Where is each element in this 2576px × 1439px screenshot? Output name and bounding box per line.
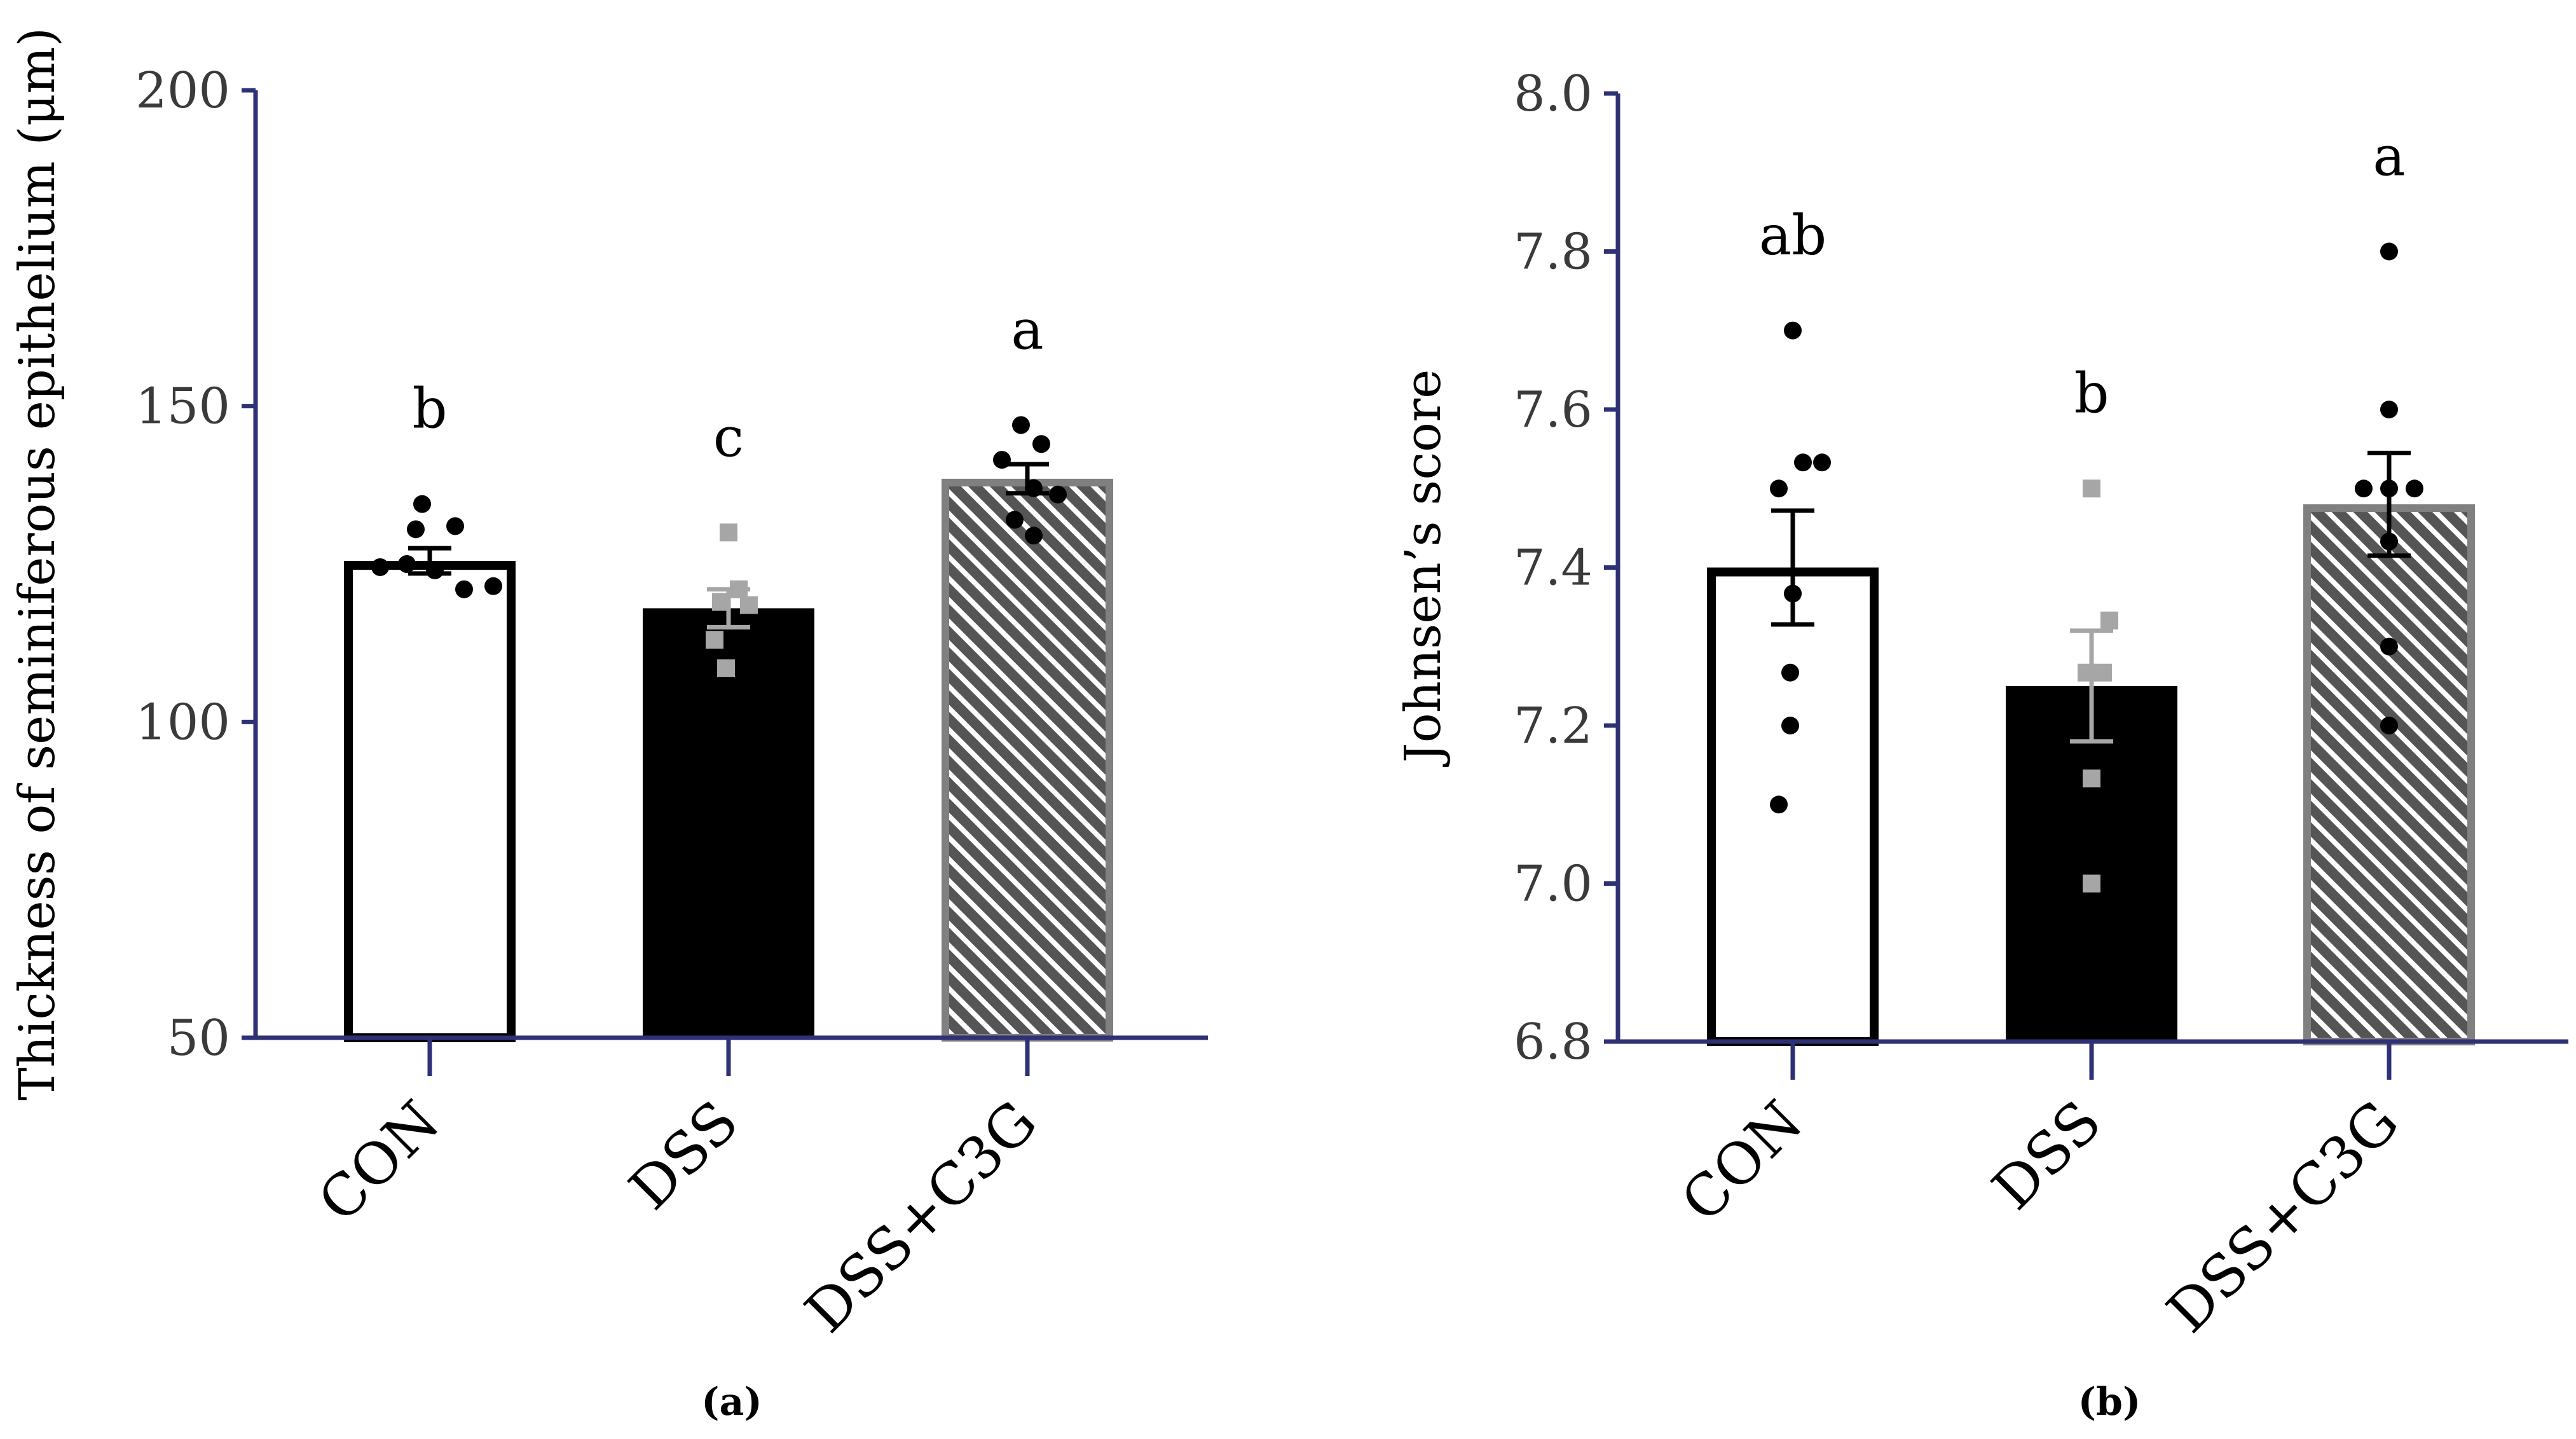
x-tick-label: DSS (617, 1088, 751, 1222)
y-tick-label: 7.8 (1514, 224, 1593, 281)
significance-label: c (713, 406, 744, 469)
data-point (455, 580, 473, 598)
y-axis-title: Johnsen’s score (1395, 369, 1452, 768)
data-point (2083, 769, 2100, 788)
data-point (1770, 479, 1788, 498)
bar-dss-c3g (2303, 504, 2475, 1045)
error-bar (2070, 628, 2113, 744)
data-point (2380, 401, 2398, 418)
significance-label: b (2074, 362, 2109, 425)
data-point (1784, 321, 1802, 340)
data-point (1006, 511, 1024, 529)
x-tick-label: DSS+C3G (793, 1088, 1050, 1346)
x-tick-label: CON (306, 1088, 453, 1235)
significance-label: ab (1759, 204, 1826, 268)
data-point (2100, 611, 2118, 630)
data-point (2083, 479, 2100, 498)
bar-con (1707, 567, 1879, 1046)
data-point (1012, 416, 1030, 434)
data-point (2083, 874, 2100, 893)
data-point (426, 561, 444, 579)
x-tick-label: DSS (1980, 1088, 2114, 1222)
y-tick-label: 200 (135, 62, 230, 120)
data-point (730, 580, 748, 598)
data-point (446, 517, 464, 535)
data-point (1025, 527, 1043, 545)
data-point (398, 555, 416, 573)
panel-b: 6.8 7.0 7.2 7.4 7.6 7.8 8.0 CON DSS DSS+C3G ab b a Jo… (1395, 65, 2568, 1424)
data-point (2078, 663, 2095, 682)
bar-dss (643, 608, 814, 1038)
data-point (371, 558, 389, 576)
data-point (2355, 479, 2373, 498)
significance-label: b (412, 378, 447, 441)
y-tick-label: 7.6 (1514, 382, 1593, 439)
y-tick-label: 7.4 (1514, 540, 1593, 597)
panel-a: 50 100 150 200 CON DSS DSS+C3G b c a Thickness of … (9, 27, 1208, 1424)
y-tick-label: 7.2 (1514, 698, 1593, 755)
y-tick-label: 7.0 (1514, 856, 1593, 913)
y-tick-label: 8.0 (1514, 65, 1593, 123)
data-point (2380, 532, 2398, 551)
data-point (1049, 485, 1067, 504)
y-tick-label: 100 (135, 694, 230, 751)
data-point (1794, 453, 1812, 472)
data-point (1813, 453, 1831, 472)
data-point (993, 451, 1011, 469)
data-point (1784, 584, 1802, 603)
bar-dss (2006, 685, 2177, 1042)
panel-label: (a) (701, 1380, 762, 1424)
data-point (1770, 795, 1788, 814)
data-point (1781, 717, 1799, 734)
data-point (1781, 663, 1799, 682)
y-axis-title: Thickness of seminiferous epithelium (μm… (9, 27, 66, 1101)
data-point (2380, 637, 2398, 656)
data-point (1025, 479, 1043, 497)
data-point (2380, 717, 2398, 734)
data-point (407, 520, 425, 539)
y-tick-label: 50 (167, 1010, 230, 1067)
bar-con (344, 561, 516, 1042)
data-point (2406, 479, 2423, 498)
data-point (484, 577, 502, 595)
panel-label: (b) (2078, 1380, 2141, 1424)
data-point (720, 523, 737, 542)
data-point (2380, 242, 2398, 261)
y-tick-label: 6.8 (1514, 1014, 1593, 1071)
data-point (740, 596, 758, 614)
bar-dss-c3g (942, 478, 1113, 1042)
data-point (2094, 663, 2112, 682)
x-tick-label: DSS+C3G (2155, 1088, 2412, 1346)
data-point (717, 659, 735, 677)
significance-label: a (1011, 298, 1043, 362)
x-tick-label: CON (1669, 1088, 1816, 1235)
data-point (1032, 435, 1050, 453)
data-point (2380, 479, 2398, 498)
significance-label: a (2373, 125, 2405, 189)
data-point (413, 495, 431, 513)
data-point (706, 631, 723, 649)
error-bar (1771, 508, 1814, 627)
data-point (712, 593, 730, 611)
y-tick-label: 150 (135, 378, 230, 436)
